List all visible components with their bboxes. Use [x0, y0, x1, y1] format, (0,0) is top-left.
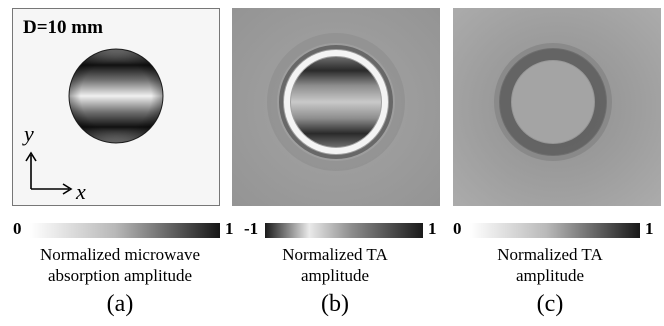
- axis-y-label: y: [24, 121, 34, 146]
- colorbar-c-min: 0: [453, 219, 462, 238]
- colorbar-a-min: 0: [13, 219, 22, 238]
- sublabel-b: (b): [321, 291, 349, 317]
- sublabel-a: (a): [106, 291, 134, 317]
- colorbar-b-min: -1: [244, 219, 259, 238]
- ta-amplitude-map: [453, 8, 661, 206]
- caption-c-line1: Normalized TA: [497, 245, 603, 264]
- caption-c: Normalized TA amplitude: [455, 244, 645, 286]
- caption-a: Normalized microwave absorption amplitud…: [10, 244, 230, 286]
- caption-b-line1: Normalized TA: [282, 245, 388, 264]
- colorbar-a-max: 1: [225, 219, 234, 238]
- axis-x-label: x: [76, 179, 86, 204]
- colorbar-c: [470, 223, 640, 238]
- caption-c-line2: amplitude: [516, 266, 584, 285]
- caption-a-line2: absorption amplitude: [47, 266, 192, 285]
- ta-map-b-graphic: [232, 8, 440, 206]
- colorbar-a: [30, 223, 220, 238]
- microwave-absorption-map: D=10 mm y x: [12, 8, 220, 206]
- colorbar-b: [265, 223, 423, 238]
- colorbar-c-max: 1: [645, 219, 654, 238]
- colorbar-b-max: 1: [428, 219, 437, 238]
- diameter-label: D=10 mm: [23, 17, 103, 38]
- caption-a-line1: Normalized microwave: [39, 245, 200, 264]
- ta-map-c-graphic: [453, 8, 661, 206]
- sublabel-c: (c): [536, 291, 564, 317]
- ta-amplitude-map-bipolar: [232, 8, 440, 206]
- absorption-map-graphic: [25, 48, 164, 195]
- axis-arrows-icon: [25, 151, 73, 195]
- caption-b-line2: amplitude: [301, 266, 369, 285]
- caption-b: Normalized TA amplitude: [240, 244, 430, 286]
